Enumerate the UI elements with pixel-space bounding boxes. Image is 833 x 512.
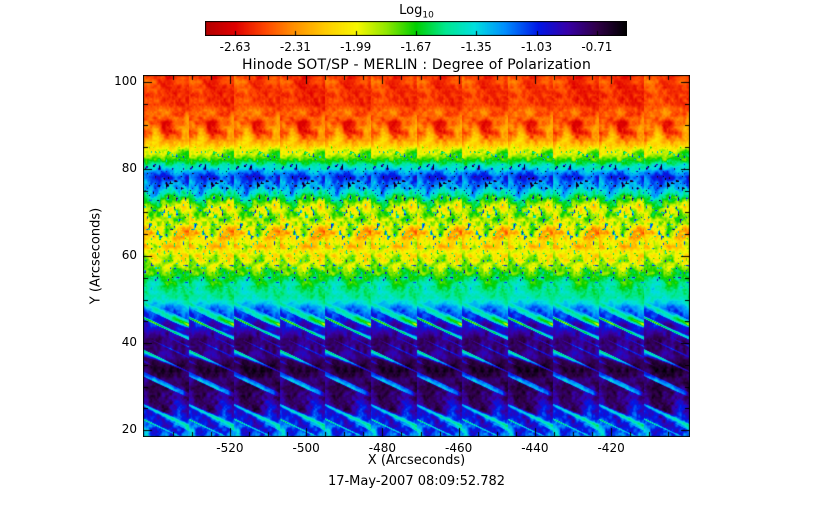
y-axis-label: Y (Arcseconds) (88, 207, 104, 305)
x-tick-label: -440 (521, 441, 549, 455)
x-axis-label: X (Arcseconds) (367, 453, 466, 468)
plot-title: Hinode SOT/SP - MERLIN : Degree of Polar… (241, 57, 592, 73)
x-tick-label: -420 (597, 441, 625, 455)
colorbar-title-sub: 10 (422, 10, 434, 21)
colorbar-tick-label: -0.71 (581, 40, 613, 54)
x-tick-label: -520 (216, 441, 244, 455)
y-tick-label: 100 (114, 73, 137, 88)
y-tick-label: 80 (121, 160, 137, 175)
y-tick-label: 20 (121, 422, 137, 437)
colorbar-title: Log10 (0, 3, 833, 21)
colorbar-tick-label: -1.67 (400, 40, 432, 54)
y-tick-label: 60 (121, 248, 137, 262)
timestamp-caption: 17-May-2007 08:09:52.782 (327, 474, 506, 489)
y-tick-label: 40 (121, 335, 137, 350)
colorbar-tick-label: -2.31 (279, 40, 311, 54)
x-tick-label: -500 (292, 441, 320, 455)
colorbar-tick-label: -1.03 (521, 40, 553, 54)
axes-overlay (143, 75, 690, 437)
colorbar-title-main: Log (399, 3, 423, 18)
colorbar-tick-label: -1.35 (460, 40, 492, 54)
plot-area (143, 75, 690, 437)
colorbar-tick-label: -2.63 (219, 40, 251, 54)
colorbar (205, 21, 627, 36)
x-tick-label: -480 (368, 441, 396, 455)
x-tick-label: -460 (444, 441, 473, 455)
colorbar-tick-label: -1.99 (340, 40, 372, 54)
